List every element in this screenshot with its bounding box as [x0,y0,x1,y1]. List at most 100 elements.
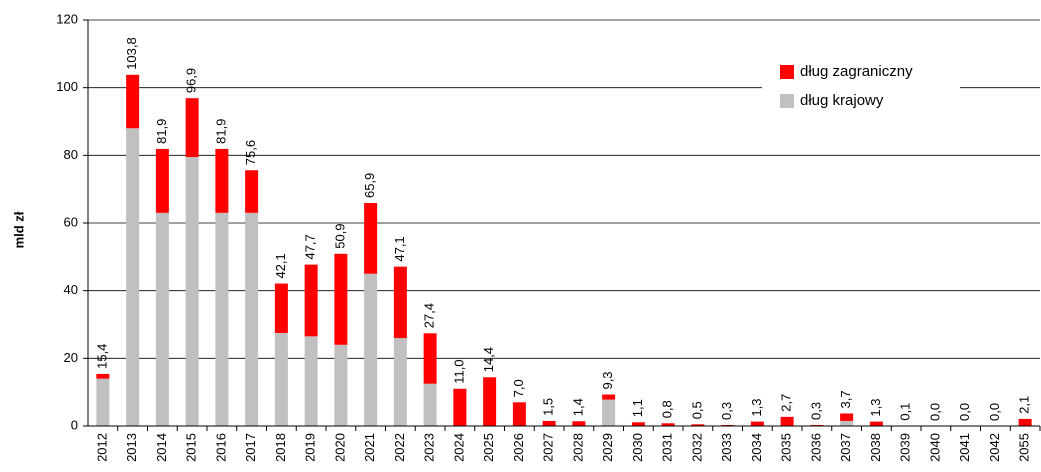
value-label: 0,3 [808,402,823,420]
value-label: 3,7 [838,390,853,408]
bar-segment [602,399,616,426]
bar-segment [602,394,616,400]
bar-segment [661,423,675,426]
value-label: 2,1 [1017,396,1032,414]
value-label: 103,8 [124,37,139,70]
y-tick-label: 100 [56,79,78,94]
x-tick-label: 2028 [570,433,585,462]
value-label: 2,7 [779,394,794,412]
x-tick-label: 2021 [362,433,377,462]
value-label: 14,4 [481,347,496,372]
bar-segment [126,128,140,426]
x-tick-label: 2037 [838,433,853,462]
bar-segment [780,416,794,426]
bar-segment [215,212,229,426]
value-label: 1,3 [868,399,883,417]
value-label: 1,4 [570,398,585,416]
legend-box [762,56,960,118]
bar-segment [364,273,378,426]
value-label: 0,1 [898,403,913,421]
value-label: 65,9 [362,173,377,198]
x-tick-label: 2017 [243,433,258,462]
bar-segment [274,332,288,426]
x-tick-label: 2038 [868,433,883,462]
bar-segment [215,148,229,213]
x-tick-label: 2029 [600,433,615,462]
bar-segment [155,212,169,426]
y-axis-label: mld zł [11,211,26,248]
value-label: 27,4 [422,303,437,328]
value-label: 1,3 [749,399,764,417]
x-tick-label: 2013 [124,433,139,462]
bar-segment [245,170,259,213]
bar-segment [334,344,348,426]
value-label: 11,0 [451,359,466,383]
value-label: 0,0 [987,403,1002,421]
y-tick-label: 40 [64,282,78,297]
value-label: 15,4 [94,344,109,369]
bar-segment [185,157,199,426]
x-tick-label: 2015 [184,433,199,462]
y-tick-label: 60 [64,214,78,229]
bar-segment [721,424,735,426]
value-label: 1,5 [541,398,556,416]
x-tick-label: 2014 [154,433,169,462]
bar-segment [393,338,407,426]
bar-segment [423,333,437,384]
legend-swatch [780,65,794,79]
value-label: 96,9 [184,68,199,93]
bar-segment [304,264,318,337]
bar-segment [155,148,169,213]
value-label: 0,5 [689,401,704,419]
value-label: 0,0 [957,403,972,421]
value-label: 50,9 [332,223,347,248]
value-label: 47,7 [303,234,318,259]
bar-segment [512,402,526,426]
bar-segment [96,378,110,426]
bar-segment [96,373,110,379]
x-tick-label: 2040 [927,433,942,462]
bar-segment [810,424,824,426]
bar-segment [423,383,437,426]
x-tick-label: 2027 [541,433,556,462]
value-label: 75,6 [243,140,258,165]
bar-segment [483,377,497,426]
bar-segment [304,336,318,426]
x-tick-label: 2023 [422,433,437,462]
bar-segment [869,421,883,426]
bar-segment [334,253,348,345]
x-tick-label: 2012 [94,433,109,462]
x-tick-label: 2055 [1017,433,1032,462]
x-tick-label: 2041 [957,433,972,462]
x-tick-label: 2035 [779,433,794,462]
y-tick-label: 0 [71,417,78,432]
bar-segment [1018,418,1032,426]
bar-segment [364,203,378,274]
bar-segment [750,421,764,426]
value-label: 9,3 [600,371,615,389]
x-tick-label: 2030 [630,433,645,462]
value-label: 0,8 [660,400,675,418]
y-tick-label: 120 [56,11,78,26]
bar-segment [126,74,140,129]
value-label: 42,1 [273,253,288,278]
bar-segment [185,98,199,158]
x-tick-label: 2039 [898,433,913,462]
bar-segment [542,420,556,426]
y-tick-label: 80 [64,147,78,162]
bar-segment [572,421,586,426]
value-label: 1,1 [630,399,645,417]
x-tick-label: 2036 [808,433,823,462]
x-tick-label: 2016 [213,433,228,462]
y-tick-label: 20 [64,350,78,365]
bar-segment [453,388,467,426]
bar-segment [245,212,259,426]
bar-segment [691,424,705,426]
x-tick-label: 2020 [332,433,347,462]
bar-segment [274,283,288,333]
value-label: 81,9 [154,119,169,144]
bar-segment [393,266,407,339]
x-tick-label: 2031 [660,433,675,462]
x-tick-label: 2019 [303,433,318,462]
